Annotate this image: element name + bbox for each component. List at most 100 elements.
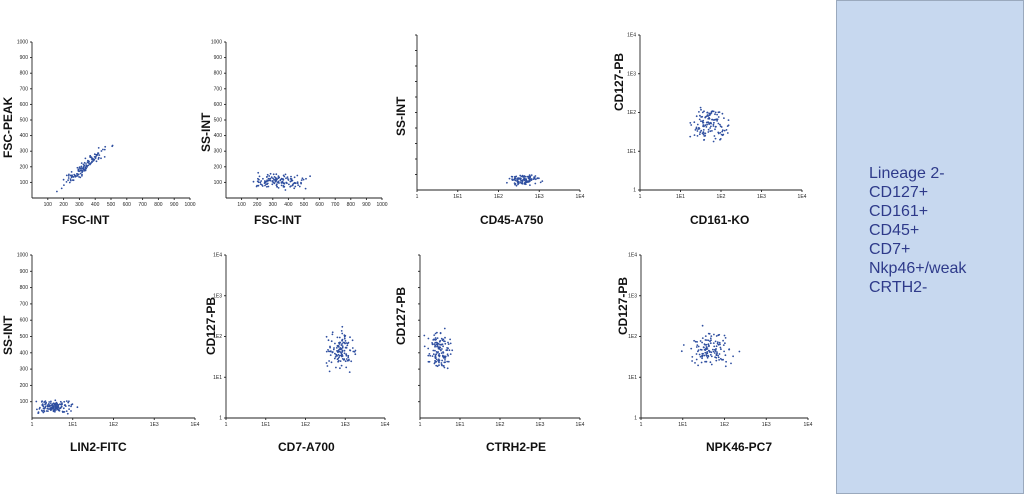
data-point bbox=[50, 400, 52, 403]
data-point bbox=[713, 345, 716, 348]
y-tick-label: 1E3 bbox=[213, 293, 222, 299]
y-tick-label: 800 bbox=[20, 285, 29, 291]
data-point bbox=[710, 111, 713, 114]
data-point bbox=[95, 160, 98, 163]
data-point bbox=[436, 343, 439, 346]
data-point bbox=[689, 135, 692, 138]
data-point bbox=[111, 145, 114, 148]
data-point bbox=[84, 157, 87, 160]
data-point bbox=[718, 111, 721, 113]
data-point bbox=[703, 354, 706, 357]
data-point bbox=[340, 364, 343, 367]
data-point bbox=[88, 163, 91, 165]
data-point bbox=[706, 111, 709, 114]
data-point bbox=[708, 350, 711, 352]
data-point bbox=[714, 125, 717, 128]
data-point bbox=[67, 179, 69, 182]
data-point bbox=[68, 408, 70, 410]
y-tick-label: 600 bbox=[20, 102, 29, 108]
x-tick-label: 1E1 bbox=[676, 194, 685, 200]
data-point bbox=[271, 183, 274, 186]
data-point bbox=[713, 333, 715, 336]
data-point bbox=[45, 410, 48, 412]
data-point bbox=[714, 113, 716, 116]
data-point bbox=[266, 185, 268, 188]
scatter-plot-7: 1 1E1 1E2 1E3 1E4 CTRH2-PE CD127-PB bbox=[394, 254, 585, 454]
data-point bbox=[713, 121, 715, 124]
data-point bbox=[434, 357, 437, 360]
data-point bbox=[343, 352, 346, 355]
data-point bbox=[446, 353, 449, 356]
data-point bbox=[725, 129, 728, 131]
y-tick-label: 1E4 bbox=[628, 253, 637, 259]
data-point bbox=[516, 180, 519, 183]
data-point bbox=[63, 400, 66, 403]
scatter-plot-3: 1 1E1 1E2 1E3 1E4 CD45-A750 SS-INT bbox=[394, 34, 585, 227]
data-point bbox=[709, 342, 712, 345]
data-point bbox=[341, 338, 344, 341]
data-point bbox=[708, 112, 711, 115]
data-point bbox=[707, 121, 710, 124]
x-tick-label: 1E2 bbox=[494, 194, 503, 200]
x-tick-label: 400 bbox=[284, 202, 293, 208]
data-point bbox=[347, 354, 350, 357]
data-point bbox=[446, 360, 449, 363]
data-point bbox=[266, 182, 269, 185]
data-point bbox=[436, 351, 439, 354]
x-axis-label: CD161-KO bbox=[690, 213, 749, 227]
data-point bbox=[696, 130, 699, 132]
data-point bbox=[723, 350, 725, 353]
data-point bbox=[717, 343, 720, 346]
data-point bbox=[332, 348, 335, 351]
data-point bbox=[709, 130, 712, 133]
data-point bbox=[694, 129, 697, 131]
data-point bbox=[330, 340, 333, 343]
data-point bbox=[341, 345, 344, 347]
data-point bbox=[705, 360, 708, 363]
data-point bbox=[309, 175, 311, 178]
data-point bbox=[442, 351, 444, 353]
data-point bbox=[300, 179, 303, 182]
data-point bbox=[341, 351, 343, 353]
data-point bbox=[695, 115, 698, 118]
data-point bbox=[525, 178, 528, 181]
data-point bbox=[438, 364, 440, 366]
x-tick-label: 500 bbox=[300, 202, 309, 208]
data-point bbox=[704, 339, 707, 341]
data-point bbox=[451, 349, 454, 352]
data-point bbox=[732, 355, 734, 358]
data-point bbox=[347, 356, 350, 359]
data-point bbox=[709, 122, 711, 125]
data-point bbox=[35, 400, 38, 403]
data-point bbox=[528, 180, 531, 183]
data-point bbox=[102, 148, 104, 151]
data-point bbox=[298, 185, 301, 188]
data-point bbox=[714, 350, 717, 352]
data-point bbox=[330, 361, 333, 364]
x-tick-label: 800 bbox=[347, 202, 356, 208]
y-tick-label: 400 bbox=[20, 350, 29, 356]
data-point bbox=[522, 178, 525, 181]
data-point bbox=[72, 175, 74, 178]
data-point bbox=[704, 132, 707, 135]
y-tick-label: 1E3 bbox=[628, 293, 637, 299]
y-tick-label: 1 bbox=[219, 416, 222, 422]
data-point bbox=[344, 360, 347, 363]
data-point bbox=[346, 359, 349, 362]
data-point bbox=[65, 410, 68, 412]
data-point bbox=[44, 403, 46, 406]
data-point bbox=[705, 121, 708, 124]
data-point bbox=[693, 121, 696, 124]
data-point bbox=[283, 175, 286, 178]
y-axis-label: SS-INT bbox=[1, 315, 15, 355]
data-point bbox=[716, 351, 718, 353]
y-tick-label: 900 bbox=[214, 55, 223, 61]
data-point bbox=[327, 339, 330, 342]
data-point bbox=[511, 175, 514, 178]
data-point bbox=[523, 178, 526, 181]
data-point bbox=[710, 351, 713, 354]
x-tick-label: 400 bbox=[91, 202, 100, 208]
data-point bbox=[427, 337, 430, 340]
data-point bbox=[82, 163, 85, 166]
data-point bbox=[50, 409, 52, 412]
